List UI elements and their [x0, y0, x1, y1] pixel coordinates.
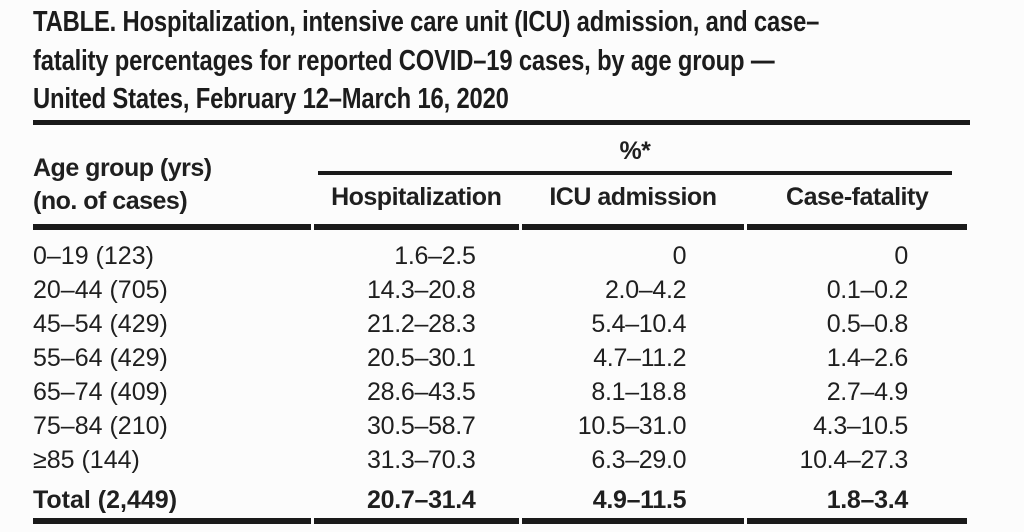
icu-admission-cell: 2.0–4.2: [604, 275, 687, 304]
hospitalization-column-header: Hospitalization: [313, 175, 519, 230]
hospitalization-cell: 30.5–58.7: [367, 411, 476, 440]
spanner-header-row: Age group (yrs) (no. of cases) %*: [33, 125, 967, 230]
title-line-1: TABLE. Hospitalization, intensive care u…: [33, 6, 820, 38]
title-line-2: fatality percentages for reported COVID–…: [33, 44, 775, 77]
column-header-row: Hospitalization ICU admission Case-fatal…: [33, 175, 967, 230]
hospitalization-cell: 31.3–70.3: [367, 445, 476, 474]
hospitalization-cell: 28.6–43.5: [367, 377, 476, 406]
hospitalization-cell: 21.2–28.3: [367, 309, 476, 338]
icu-admission-cell: 5.4–10.4: [591, 309, 687, 338]
icu-admission-cell: 10.5–31.0: [577, 411, 687, 440]
icu-admission-cell: 0: [672, 241, 687, 270]
percent-spanner-label: %*: [317, 125, 952, 175]
age-group-header-line-2: (no. of cases): [33, 186, 188, 215]
case-fatality-cell: 0.1–0.2: [826, 275, 909, 304]
total-label-cell: Total (2,449): [33, 477, 311, 524]
table-row: 20–44 (705) 14.3–20.8 2.0–4.2 0.1–0.2: [33, 273, 967, 307]
table-row: 75–84 (210) 30.5–58.7 10.5–31.0 4.3–10.5: [33, 409, 967, 443]
table-row: 65–74 (409) 28.6–43.5 8.1–18.8 2.7–4.9: [33, 375, 967, 409]
icu-admission-column-header: ICU admission: [521, 175, 745, 230]
case-fatality-cell: 0.5–0.8: [826, 309, 909, 338]
total-hospitalization-cell: 20.7–31.4: [313, 477, 519, 524]
icu-admission-cell: 8.1–18.8: [591, 377, 687, 406]
icu-admission-cell: 6.3–29.0: [591, 445, 687, 474]
age-group-cell: 55–64 (429): [33, 343, 168, 372]
age-group-cell: 0–19 (123): [33, 241, 154, 270]
total-case-fatality-cell: 1.8–3.4: [747, 477, 967, 524]
case-fatality-cell: 2.7–4.9: [826, 377, 909, 406]
icu-admission-cell: 4.7–11.2: [593, 343, 687, 372]
hospitalization-cell: 14.3–20.8: [367, 275, 476, 304]
case-fatality-cell: 10.4–27.3: [799, 445, 908, 474]
table-row: ≥85 (144) 31.3–70.3 6.3–29.0 10.4–27.3: [33, 443, 967, 477]
hospitalization-cell: 1.6–2.5: [394, 241, 476, 270]
age-group-column-header: Age group (yrs) (no. of cases): [33, 125, 311, 230]
table-row: 0–19 (123) 1.6–2.5 0 0: [33, 230, 967, 273]
total-icu-admission-cell: 4.9–11.5: [521, 477, 745, 524]
age-group-cell: 75–84 (210): [33, 411, 168, 440]
age-group-cell: ≥85 (144): [33, 445, 140, 474]
age-group-cell: 20–44 (705): [33, 275, 168, 304]
hospitalization-cell: 20.5–30.1: [367, 343, 476, 372]
title-line-3: United States, February 12–March 16, 202…: [33, 83, 509, 115]
table-row: 45–54 (429) 21.2–28.3 5.4–10.4 0.5–0.8: [33, 307, 967, 341]
case-fatality-cell: 1.4–2.6: [826, 343, 909, 372]
age-group-cell: 45–54 (429): [33, 309, 168, 338]
title-divider-rule: [33, 119, 970, 125]
percent-spanner-header: %*: [314, 125, 967, 175]
age-group-header-line-1: Age group (yrs): [33, 153, 212, 182]
age-group-cell: 65–74 (409): [33, 377, 168, 406]
case-fatality-cell: 4.3–10.5: [813, 411, 908, 440]
covid-age-group-table: Age group (yrs) (no. of cases) %* Hospit…: [30, 125, 970, 524]
case-fatality-cell: 0: [894, 241, 908, 270]
table-title: TABLE. Hospitalization, intensive care u…: [33, 3, 1009, 119]
table-total-row: Total (2,449) 20.7–31.4 4.9–11.5 1.8–3.4: [33, 477, 967, 524]
table-row: 55–64 (429) 20.5–30.1 4.7–11.2 1.4–2.6: [33, 341, 967, 375]
case-fatality-column-header: Case-fatality: [747, 175, 967, 230]
